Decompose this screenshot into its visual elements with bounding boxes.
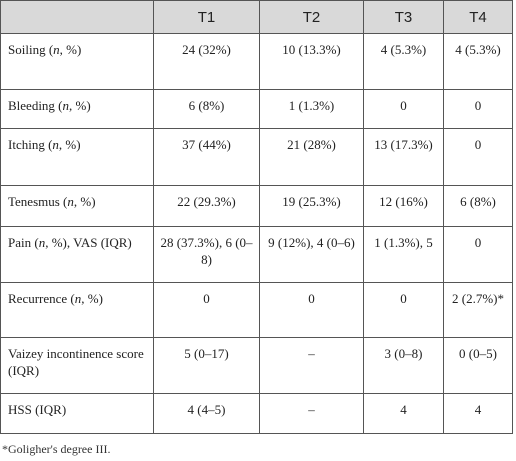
- cell-hss-t3: 4: [363, 393, 444, 434]
- cell-vaizey-t2: –: [259, 337, 364, 394]
- row-label-recurrence: Recurrence (n, %): [0, 282, 154, 338]
- table-row: Tenesmus (n, %) 22 (29.3%) 19 (25.3%) 12…: [0, 185, 513, 227]
- cell-soiling-t3: 4 (5.3%): [363, 33, 444, 90]
- cell-itching-t3: 13 (17.3%): [363, 128, 444, 186]
- cell-vaizey-t1: 5 (0–17): [153, 337, 260, 394]
- table-footnote: *Goligher's degree III.: [2, 442, 111, 456]
- cell-tenesmus-t2: 19 (25.3%): [259, 185, 364, 227]
- row-label-bleeding: Bleeding (n, %): [0, 89, 154, 129]
- cell-hss-t1: 4 (4–5): [153, 393, 260, 434]
- cell-itching-t4: 0: [443, 128, 513, 186]
- cell-hss-t4: 4: [443, 393, 513, 434]
- cell-pain-t2: 9 (12%), 4 (0–6): [259, 226, 364, 283]
- cell-pain-t4: 0: [443, 226, 513, 283]
- cell-tenesmus-t1: 22 (29.3%): [153, 185, 260, 227]
- table-row: Vaizey incontinence score (IQR) 5 (0–17)…: [0, 337, 513, 394]
- cell-vaizey-t3: 3 (0–8): [363, 337, 444, 394]
- row-label-vaizey: Vaizey incontinence score (IQR): [0, 337, 154, 394]
- row-label-soiling: Soiling (n, %): [0, 33, 154, 90]
- cell-vaizey-t4: 0 (0–5): [443, 337, 513, 394]
- cell-pain-t3: 1 (1.3%), 5: [363, 226, 444, 283]
- cell-soiling-t1: 24 (32%): [153, 33, 260, 90]
- cell-recurrence-t3: 0: [363, 282, 444, 338]
- table-row: Soiling (n, %) 24 (32%) 10 (13.3%) 4 (5.…: [0, 33, 513, 90]
- cell-recurrence-t4: 2 (2.7%)*: [443, 282, 513, 338]
- header-t4: T4: [443, 0, 513, 34]
- header-corner-cell: [0, 0, 154, 34]
- cell-hss-t2: –: [259, 393, 364, 434]
- cell-tenesmus-t3: 12 (16%): [363, 185, 444, 227]
- header-t1: T1: [153, 0, 260, 34]
- outcomes-table: T1 T2 T3 T4 Soiling (n, %) 24 (32%) 10 (…: [0, 0, 513, 434]
- cell-itching-t1: 37 (44%): [153, 128, 260, 186]
- cell-bleeding-t3: 0: [363, 89, 444, 129]
- row-label-hss: HSS (IQR): [0, 393, 154, 434]
- table-header-row: T1 T2 T3 T4: [0, 0, 513, 34]
- row-label-pain: Pain (n, %), VAS (IQR): [0, 226, 154, 283]
- cell-bleeding-t1: 6 (8%): [153, 89, 260, 129]
- cell-soiling-t2: 10 (13.3%): [259, 33, 364, 90]
- table-row: Pain (n, %), VAS (IQR) 28 (37.3%), 6 (0–…: [0, 226, 513, 283]
- table-row: Recurrence (n, %) 0 0 0 2 (2.7%)*: [0, 282, 513, 338]
- table-row: Bleeding (n, %) 6 (8%) 1 (1.3%) 0 0: [0, 89, 513, 129]
- cell-recurrence-t2: 0: [259, 282, 364, 338]
- header-t2: T2: [259, 0, 364, 34]
- row-label-tenesmus: Tenesmus (n, %): [0, 185, 154, 227]
- header-t3: T3: [363, 0, 444, 34]
- cell-soiling-t4: 4 (5.3%): [443, 33, 513, 90]
- cell-bleeding-t2: 1 (1.3%): [259, 89, 364, 129]
- cell-bleeding-t4: 0: [443, 89, 513, 129]
- row-label-itching: Itching (n, %): [0, 128, 154, 186]
- table-row: Itching (n, %) 37 (44%) 21 (28%) 13 (17.…: [0, 128, 513, 186]
- table-row: HSS (IQR) 4 (4–5) – 4 4: [0, 393, 513, 434]
- cell-itching-t2: 21 (28%): [259, 128, 364, 186]
- cell-recurrence-t1: 0: [153, 282, 260, 338]
- cell-tenesmus-t4: 6 (8%): [443, 185, 513, 227]
- cell-pain-t1: 28 (37.3%), 6 (0–8): [153, 226, 260, 283]
